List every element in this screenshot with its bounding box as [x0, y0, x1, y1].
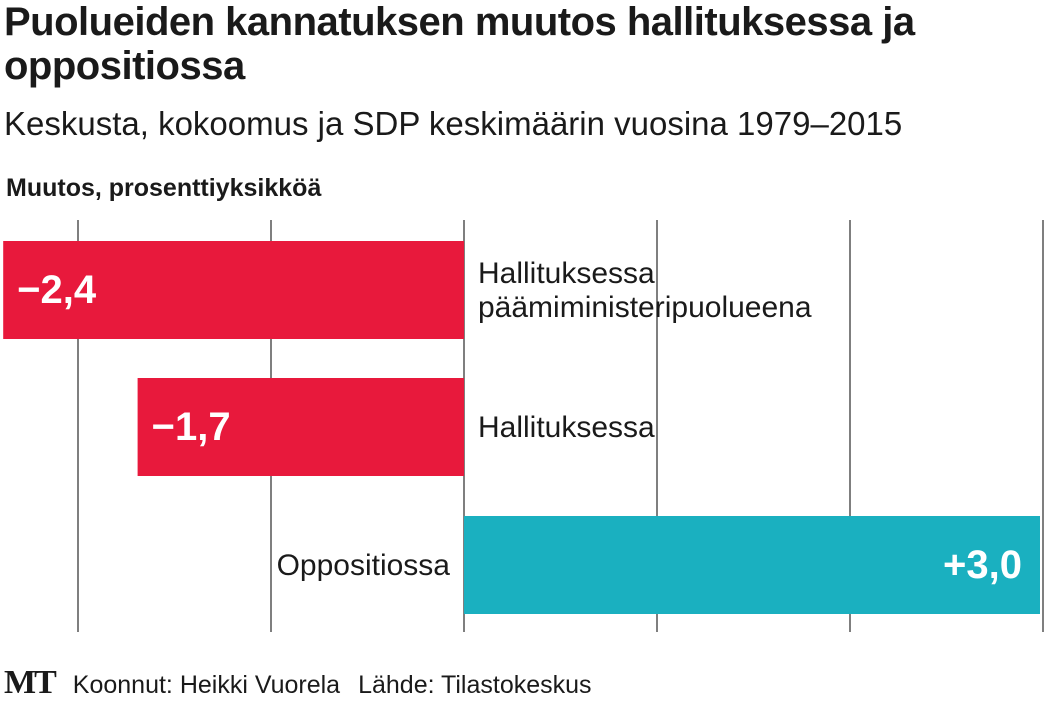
- source: Lähde: Tilastokeskus: [358, 671, 592, 699]
- category-label: Oppositiossa: [277, 549, 451, 582]
- chart-title: Puolueiden kannatuksen muutos hallitukse…: [4, 0, 915, 88]
- data-label: −1,7: [152, 405, 231, 449]
- category-label: Hallituksessa: [478, 411, 655, 444]
- chart-subtitle: Keskusta, kokoomus ja SDP keskimäärin vu…: [4, 105, 903, 142]
- data-label: −2,4: [17, 268, 97, 312]
- footer: MT Koonnut: Heikki Vuorela Lähde: Tilast…: [4, 664, 592, 702]
- data-label: +3,0: [943, 543, 1022, 587]
- credit: Koonnut: Heikki Vuorela: [72, 671, 341, 699]
- bar: [3, 241, 464, 339]
- axis-label: Muutos, prosenttiyksikköä: [6, 174, 322, 202]
- bar: [464, 516, 1040, 614]
- bar: [137, 378, 464, 476]
- mt-logo: MT: [4, 664, 57, 701]
- category-label: Hallituksessa päämiministeripuolueena: [478, 257, 812, 324]
